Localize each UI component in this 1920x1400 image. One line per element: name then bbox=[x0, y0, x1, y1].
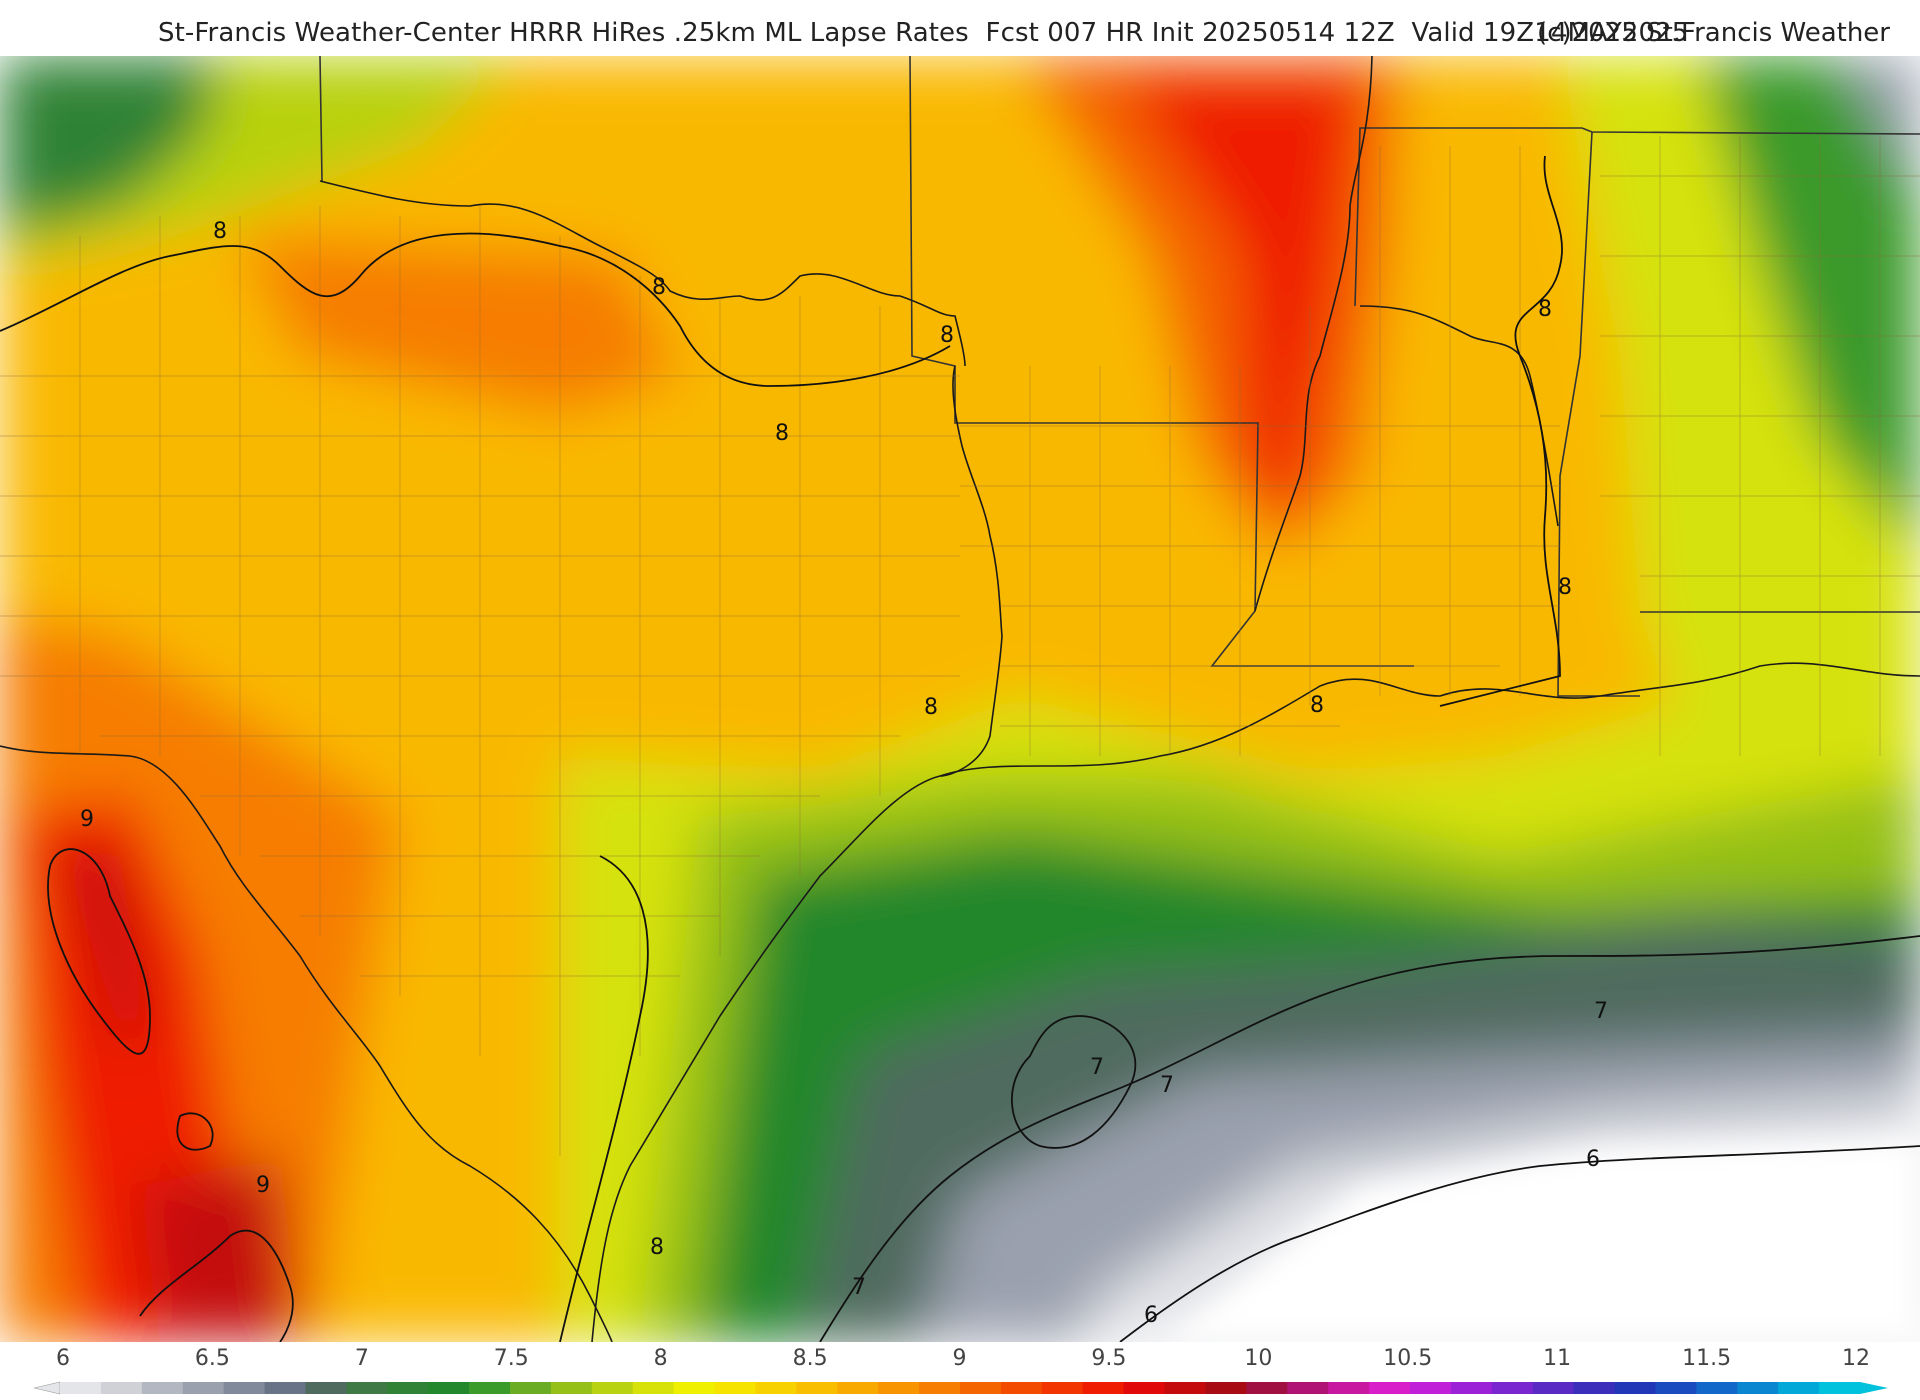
colorbar-swatch bbox=[550, 1382, 593, 1394]
state-county-boundaries bbox=[319, 56, 1920, 697]
colorbar-swatch bbox=[223, 1382, 266, 1394]
colorbar-swatch bbox=[632, 1382, 675, 1394]
colorbar-tick-label: 9 bbox=[952, 1346, 967, 1371]
colorbar-swatch bbox=[1778, 1382, 1820, 1394]
colorbar-swatch bbox=[1450, 1382, 1493, 1394]
colorbar-swatch bbox=[60, 1382, 102, 1394]
colorbar-swatch bbox=[264, 1382, 307, 1394]
colorbar-tick-label: 11 bbox=[1543, 1346, 1572, 1371]
lapse-rate-field-map: 8 8 8 8 8 8 8 8 8 9 9 7 7 7 7 6 6 bbox=[0, 56, 1920, 1342]
colorbar-swatch bbox=[1041, 1382, 1084, 1394]
contour-label-8-i: 8 bbox=[650, 1235, 664, 1260]
colorbar-swatch bbox=[100, 1382, 143, 1394]
title-bar: St-Francis Weather-Center HRRR HiRes .25… bbox=[0, 0, 1920, 56]
colorbar-swatch bbox=[714, 1382, 757, 1394]
colorbar-tick-label: 11.5 bbox=[1682, 1346, 1732, 1371]
colorbar-tick-label: 6.5 bbox=[194, 1346, 230, 1371]
contour-label-8-e: 8 bbox=[924, 695, 938, 720]
colorbar-swatch bbox=[673, 1382, 716, 1394]
map-frame: 8 8 8 8 8 8 8 8 8 9 9 7 7 7 7 6 6 bbox=[0, 56, 1920, 1342]
colorbar-swatch bbox=[182, 1382, 225, 1394]
colorbar-swatch bbox=[960, 1382, 1002, 1394]
contour-label-9-b: 9 bbox=[256, 1173, 270, 1198]
contour-label-8-h: 8 bbox=[1558, 575, 1572, 600]
colorbar-tick-label: 10 bbox=[1244, 1346, 1273, 1371]
contour-labels: 8 8 8 8 8 8 8 8 8 9 9 7 7 7 7 6 6 bbox=[80, 219, 1608, 1328]
colorbar: 6 6.5 7 7.5 8 8.5 9 9.5 10 10.5 11 11.5 12 bbox=[0, 1342, 1920, 1400]
map-title: St-Francis Weather-Center HRRR HiRes .25… bbox=[158, 18, 1689, 48]
colorbar-tick-label: 6 bbox=[56, 1346, 70, 1371]
colorbar-swatch bbox=[919, 1382, 961, 1394]
colorbar-tick-label: 8.5 bbox=[792, 1346, 828, 1371]
colorbar-swatch bbox=[387, 1382, 429, 1394]
colorbar-swatch bbox=[591, 1382, 634, 1394]
colorbar-swatch bbox=[469, 1382, 511, 1394]
colorbar-swatch bbox=[1819, 1382, 1861, 1394]
contour-label-8-g: 8 bbox=[1538, 297, 1552, 322]
coastline-rivers bbox=[0, 56, 1920, 1342]
contour-label-8-b: 8 bbox=[652, 275, 666, 300]
colorbar-under-arrow bbox=[33, 1381, 61, 1395]
contour-label-8-d: 8 bbox=[775, 421, 789, 446]
contour-label-7-b: 7 bbox=[1160, 1073, 1174, 1098]
contour-label-6-a: 6 bbox=[1586, 1147, 1600, 1172]
colorbar-swatch bbox=[1532, 1382, 1575, 1394]
colorbar-tick-row: 6 6.5 7 7.5 8 8.5 9 9.5 10 10.5 11 11.5 12 bbox=[0, 1346, 1920, 1376]
colorbar-swatch bbox=[1655, 1382, 1697, 1394]
colorbar-swatch bbox=[796, 1382, 838, 1394]
colorbar-swatch bbox=[1246, 1382, 1288, 1394]
white-low-lapse-area bbox=[1160, 1136, 1920, 1342]
colorbar-swatch bbox=[1123, 1382, 1166, 1394]
contour-label-7-c: 7 bbox=[1594, 999, 1608, 1024]
colorbar-swatch bbox=[1287, 1382, 1329, 1394]
colorbar-swatch bbox=[1491, 1382, 1534, 1394]
colorbar-swatch bbox=[1696, 1382, 1738, 1394]
colorbar-swatch bbox=[1614, 1382, 1657, 1394]
contour-label-8-f: 8 bbox=[1310, 693, 1324, 718]
colorbar-swatch bbox=[1737, 1382, 1779, 1394]
lapse-rate-contours bbox=[0, 155, 1920, 1342]
contour-label-8-a: 8 bbox=[213, 219, 227, 244]
colorbar-swatch bbox=[1205, 1382, 1247, 1394]
colorbar-swatch bbox=[428, 1382, 470, 1394]
colorbar-swatch bbox=[878, 1382, 920, 1394]
colorbar-swatch bbox=[1328, 1382, 1370, 1394]
colorbar-swatch bbox=[1000, 1382, 1043, 1394]
contour-label-7-a: 7 bbox=[1090, 1055, 1104, 1080]
colorbar-swatch bbox=[305, 1382, 347, 1394]
colorbar-swatch bbox=[837, 1382, 879, 1394]
colorbar-over-arrow bbox=[1860, 1382, 1888, 1394]
colorbar-swatches bbox=[33, 1381, 1888, 1395]
colorbar-swatch bbox=[1369, 1382, 1411, 1394]
colorbar-tick-label: 7.5 bbox=[493, 1346, 529, 1371]
copyright-notice: (c)2025 St.Francis Weather bbox=[1537, 18, 1890, 48]
colorbar-tick-label: 8 bbox=[653, 1346, 668, 1371]
colorbar-swatch bbox=[1573, 1382, 1616, 1394]
contour-label-7-d: 7 bbox=[852, 1275, 866, 1300]
contour-label-9-a: 9 bbox=[80, 807, 94, 832]
colorbar-swatch bbox=[346, 1382, 388, 1394]
colorbar-swatch bbox=[1164, 1382, 1207, 1394]
colorbar-swatch bbox=[510, 1382, 552, 1394]
colorbar-swatch bbox=[755, 1382, 797, 1394]
colorbar-tick-label: 10.5 bbox=[1383, 1346, 1433, 1371]
colorbar-swatch bbox=[1410, 1382, 1452, 1394]
colorbar-tick-label: 12 bbox=[1842, 1346, 1870, 1371]
county-grid bbox=[0, 136, 1920, 1156]
colorbar-tick-label: 9.5 bbox=[1091, 1346, 1127, 1371]
colorbar-swatch bbox=[1082, 1382, 1125, 1394]
contour-label-6-b: 6 bbox=[1144, 1303, 1158, 1328]
colorbar-tick-label: 7 bbox=[354, 1346, 369, 1371]
colorbar-swatch bbox=[141, 1382, 184, 1394]
contour-label-8-c: 8 bbox=[940, 323, 954, 348]
